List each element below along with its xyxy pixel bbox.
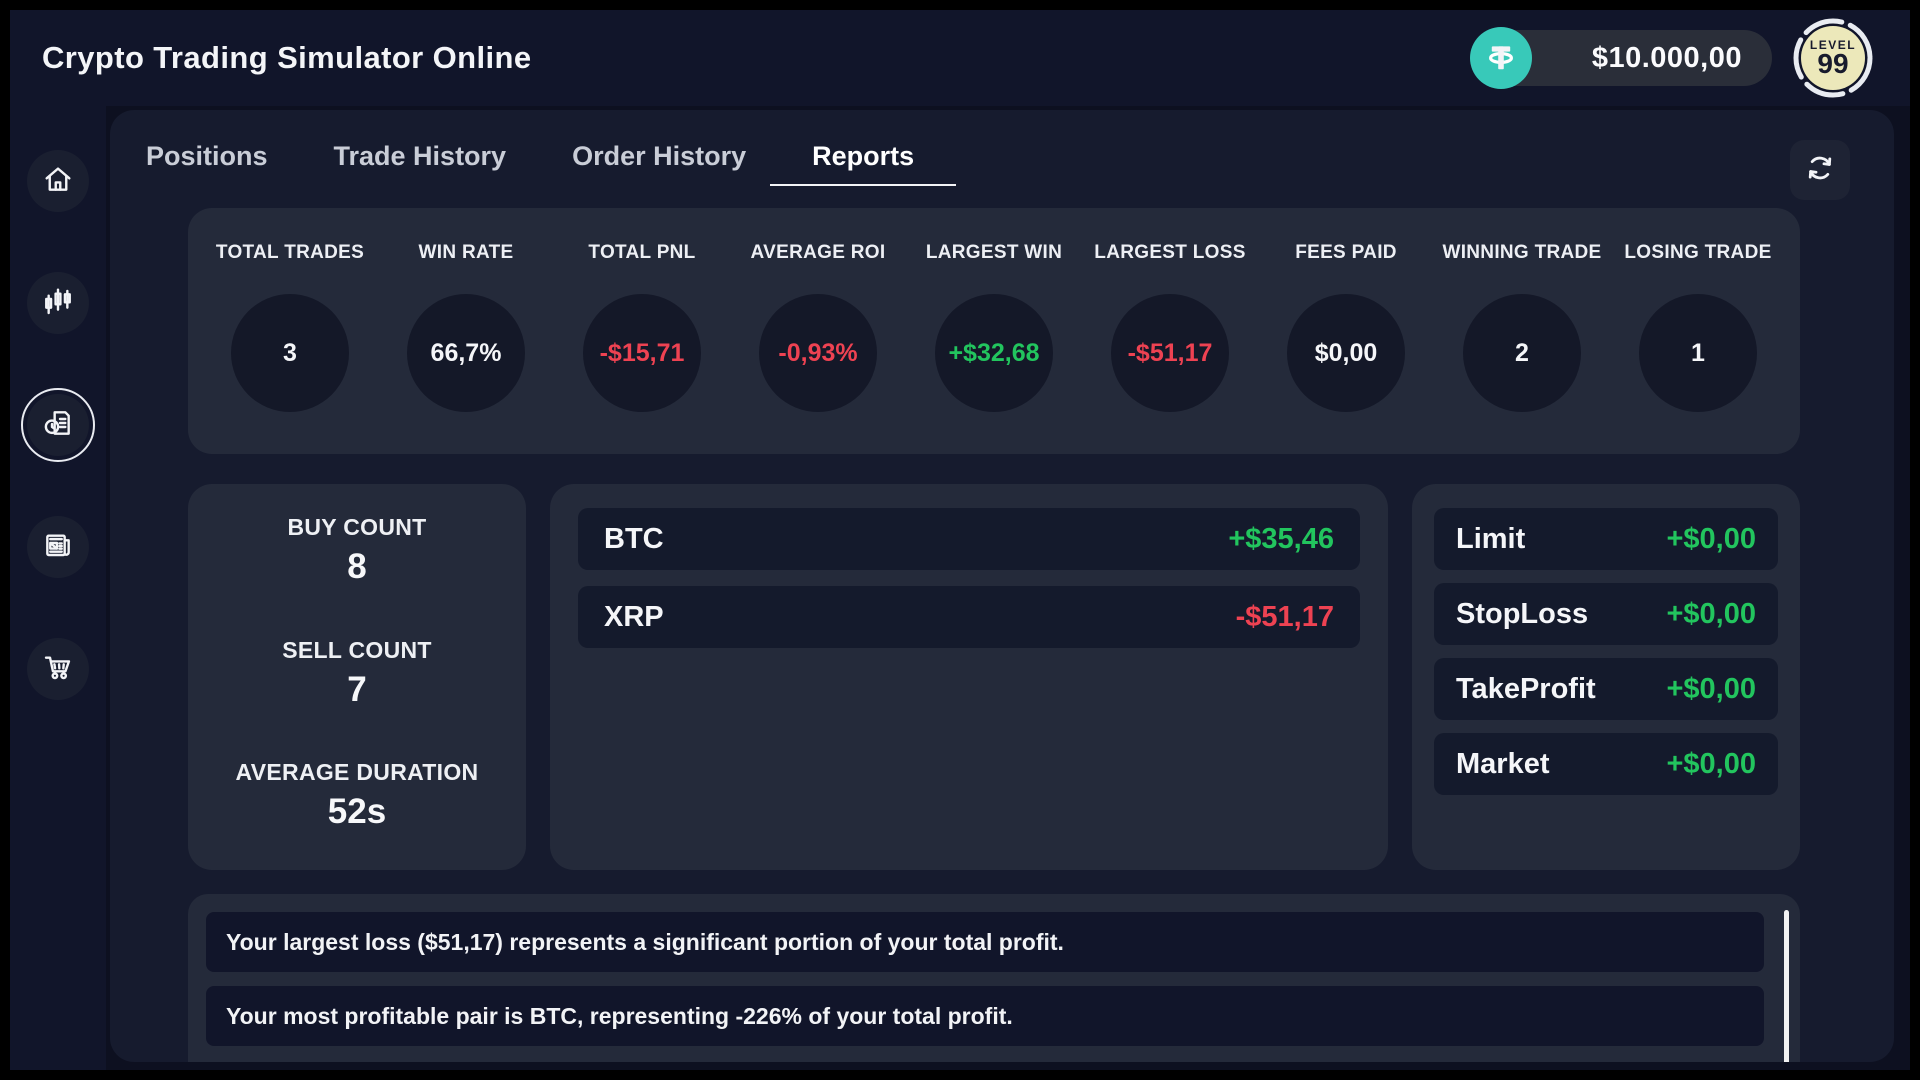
sidebar-item-shop[interactable] [21,632,95,706]
pair-row-btc: BTC +$35,46 [578,508,1360,570]
stat-largest-loss: LARGEST LOSS -$51,17 [1082,242,1258,412]
stat-win-rate: WIN RATE 66,7% [378,242,554,412]
stat-losing-trade: LOSING TRADE 1 [1610,242,1786,412]
pair-row-xrp: XRP -$51,17 [578,586,1360,648]
buy-count: BUY COUNT 8 [287,514,427,586]
level-badge: LEVEL 99 [1792,17,1874,99]
pairs-pnl-card: BTC +$35,46 XRP -$51,17 [550,484,1388,870]
tab-trade-history[interactable]: Trade History [333,141,507,171]
middle-row: BUY COUNT 8 SELL COUNT 7 AVERAGE DURATIO… [188,484,1800,870]
tabs-row: Positions Trade History Order History Re… [110,110,1894,200]
order-types-card: Limit +$0,00 StopLoss +$0,00 TakeProfit … [1412,484,1800,870]
page-title: Crypto Trading Simulator Online [42,40,532,75]
main-panel: Positions Trade History Order History Re… [110,110,1894,1062]
trade-report-icon [42,407,74,444]
insight-row-largest-loss: Your largest loss ($51,17) represents a … [206,912,1764,972]
header: Crypto Trading Simulator Online $10.000,… [10,10,1910,106]
stat-average-roi: AVERAGE ROI -0,93% [730,242,906,412]
candlestick-chart-icon [42,285,74,322]
level-inner: LEVEL 99 [1801,26,1865,90]
stat-fees-paid: FEES PAID $0,00 [1258,242,1434,412]
sidebar-item-home[interactable] [21,144,95,218]
counts-card: BUY COUNT 8 SELL COUNT 7 AVERAGE DURATIO… [188,484,526,870]
app-frame: Crypto Trading Simulator Online $10.000,… [10,10,1910,1070]
order-type-takeprofit: TakeProfit +$0,00 [1434,658,1778,720]
tab-positions[interactable]: Positions [146,141,268,171]
insights-card: Your largest loss ($51,17) represents a … [188,894,1800,1062]
refresh-icon [1803,151,1837,190]
insights-scrollbar-thumb[interactable] [1784,910,1789,1062]
insight-row-profitable-pair: Your most profitable pair is BTC, repres… [206,986,1764,1046]
sidebar-item-news[interactable] [21,510,95,584]
tether-icon [1470,27,1532,89]
sidebar [10,106,106,1070]
sidebar-item-reports[interactable] [21,388,95,462]
home-icon [42,163,74,200]
news-icon [42,529,74,566]
refresh-button[interactable] [1790,140,1850,200]
sell-count: SELL COUNT 7 [282,636,432,709]
header-right: $10.000,00 LEVEL 99 [1470,17,1874,99]
stat-total-pnl: TOTAL PNL -$15,71 [554,242,730,412]
level-label: LEVEL [1809,38,1857,52]
stats-card: TOTAL TRADES 3 WIN RATE 66,7% TOTAL PNL … [188,208,1800,454]
average-duration: AVERAGE DURATION 52s [235,759,479,831]
stat-largest-win: LARGEST WIN +$32,68 [906,242,1082,412]
level-ring-icon [1793,18,1873,98]
reports-content: TOTAL TRADES 3 WIN RATE 66,7% TOTAL PNL … [110,186,1894,1062]
tab-order-history[interactable]: Order History [572,141,747,171]
stat-winning-trade: WINNING TRADE 2 [1434,242,1610,412]
stat-total-trades: TOTAL TRADES 3 [202,242,378,412]
balance-value: $10.000,00 [1591,41,1742,74]
order-type-market: Market +$0,00 [1434,733,1778,795]
cart-icon [42,651,74,688]
order-type-stoploss: StopLoss +$0,00 [1434,583,1778,645]
level-value: 99 [1817,48,1849,79]
tab-reports[interactable]: Reports [770,141,957,186]
sidebar-item-trading[interactable] [21,266,95,340]
balance-pill: $10.000,00 [1470,27,1772,89]
order-type-limit: Limit +$0,00 [1434,508,1778,570]
